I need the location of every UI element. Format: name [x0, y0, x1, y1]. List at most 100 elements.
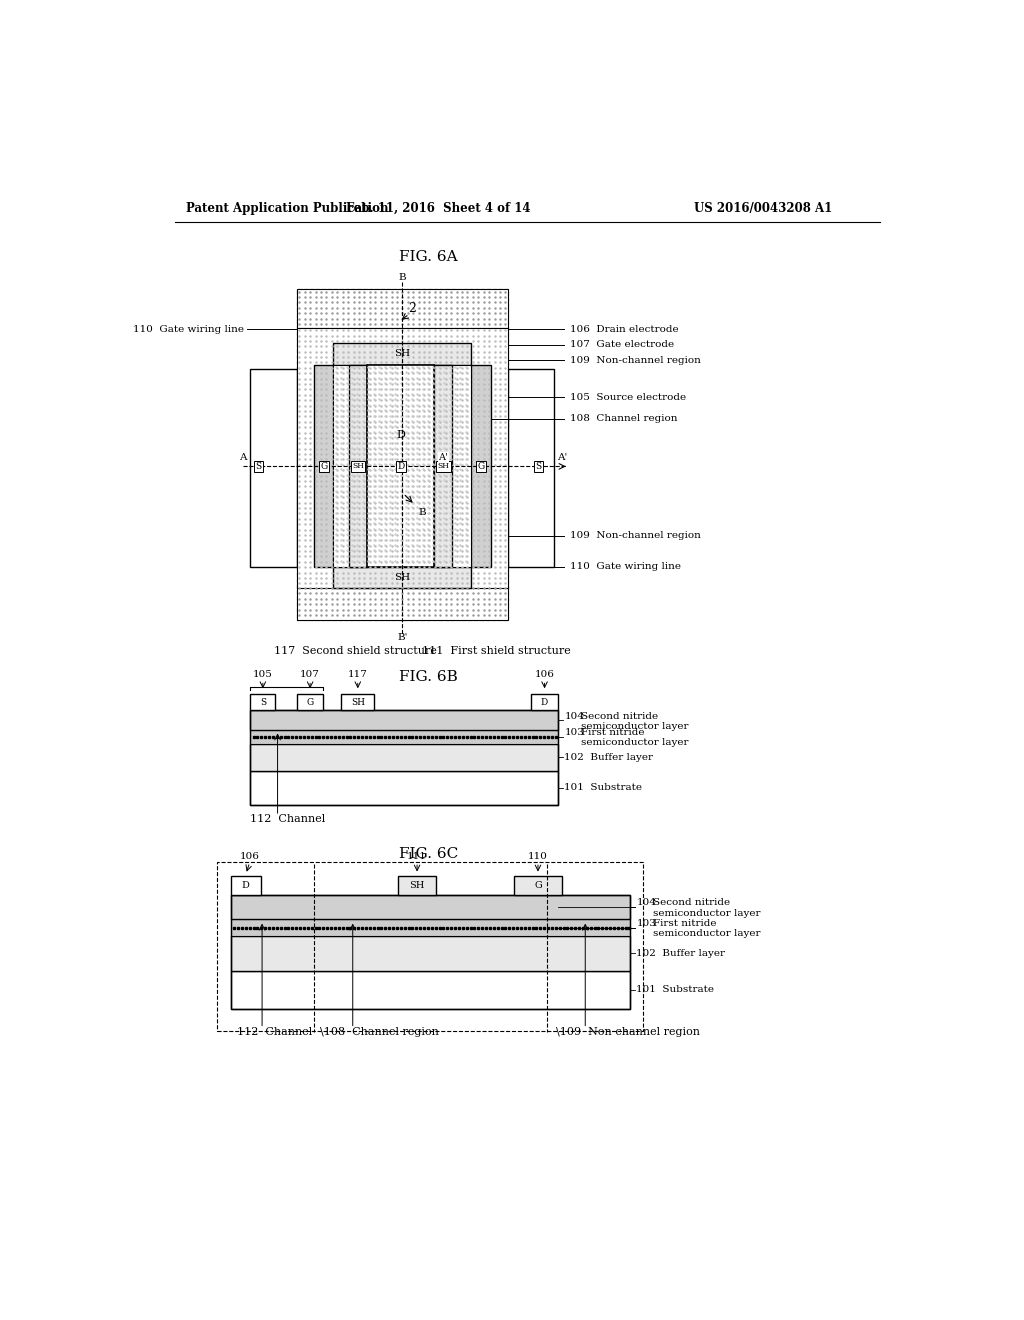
Bar [217, 862, 643, 1031]
Text: Feb. 11, 2016  Sheet 4 of 14: Feb. 11, 2016 Sheet 4 of 14 [346, 202, 530, 215]
Text: 106  Drain electrode: 106 Drain electrode [569, 325, 678, 334]
Text: 111  First shield structure: 111 First shield structure [423, 647, 571, 656]
Bar [349, 364, 367, 566]
Text: \108  Channel region: \108 Channel region [321, 1027, 439, 1038]
Text: 117  Second shield structure: 117 Second shield structure [273, 647, 436, 656]
Bar [231, 876, 260, 895]
Text: 106: 106 [240, 853, 260, 861]
Text: G: G [321, 462, 328, 471]
Text: 109  Non-channel region: 109 Non-channel region [569, 531, 700, 540]
Text: S: S [536, 462, 542, 471]
Text: 109  Non-channel region: 109 Non-channel region [569, 355, 700, 364]
Bar [367, 364, 434, 566]
Text: SH: SH [437, 462, 450, 470]
Bar [231, 876, 260, 895]
Text: G: G [306, 697, 313, 706]
Text: 112  Channel: 112 Channel [251, 814, 326, 824]
Text: semiconductor layer: semiconductor layer [653, 929, 761, 939]
Bar [334, 343, 471, 364]
Text: 101  Substrate: 101 Substrate [636, 986, 715, 994]
Bar [471, 364, 490, 566]
Bar [231, 895, 630, 1010]
Bar [514, 876, 562, 895]
Bar [297, 693, 324, 710]
Bar [367, 364, 434, 566]
Text: A: A [239, 453, 247, 462]
Text: B: B [419, 508, 426, 517]
Text: S: S [260, 697, 266, 706]
Text: 104: 104 [636, 899, 656, 907]
Bar [314, 364, 334, 566]
Bar [397, 876, 436, 895]
Bar [297, 289, 508, 620]
Text: semiconductor layer: semiconductor layer [582, 722, 689, 731]
Text: SH: SH [352, 462, 365, 470]
Bar [334, 566, 471, 589]
Text: D: D [397, 462, 404, 471]
Text: 117: 117 [348, 669, 368, 678]
Text: 107: 107 [300, 669, 321, 678]
Bar [231, 936, 630, 970]
Bar [251, 743, 558, 771]
Text: SH: SH [410, 880, 425, 890]
Bar [531, 693, 558, 710]
Bar [231, 936, 630, 970]
Bar [231, 895, 630, 919]
Text: 102  Buffer layer: 102 Buffer layer [636, 949, 725, 958]
Bar [251, 693, 275, 710]
Text: 105: 105 [253, 669, 272, 678]
Bar [349, 364, 367, 566]
Text: D: D [396, 430, 404, 440]
Text: SH: SH [394, 350, 411, 359]
Bar [531, 693, 558, 710]
Bar [297, 586, 508, 620]
Text: 101  Substrate: 101 Substrate [564, 783, 642, 792]
Text: A': A' [557, 453, 567, 462]
Text: 110: 110 [528, 853, 548, 861]
Bar [334, 343, 471, 364]
Text: 102  Buffer layer: 102 Buffer layer [564, 752, 653, 762]
Text: \109  Non-channel region: \109 Non-channel region [556, 1027, 699, 1038]
Text: Second nitride: Second nitride [653, 899, 730, 907]
Text: 103: 103 [564, 729, 585, 738]
Bar [251, 710, 558, 730]
Text: First nitride: First nitride [653, 919, 717, 928]
Text: A': A' [438, 453, 449, 462]
Text: US 2016/0043208 A1: US 2016/0043208 A1 [694, 202, 833, 215]
Bar [251, 710, 558, 730]
Text: 110  Gate wiring line: 110 Gate wiring line [569, 562, 681, 572]
Text: 2: 2 [408, 302, 416, 315]
Text: 110  Gate wiring line: 110 Gate wiring line [133, 325, 245, 334]
Text: 111: 111 [408, 853, 427, 861]
Bar [251, 771, 558, 805]
Text: semiconductor layer: semiconductor layer [653, 908, 761, 917]
Bar [508, 368, 554, 566]
Bar [231, 970, 630, 1010]
Bar [251, 710, 558, 805]
Text: 105  Source electrode: 105 Source electrode [569, 392, 686, 401]
Text: First nitride: First nitride [582, 729, 645, 738]
Text: D: D [541, 697, 548, 706]
Text: SH: SH [394, 573, 411, 582]
Bar [251, 771, 558, 805]
Bar [471, 364, 490, 566]
Bar [297, 289, 508, 327]
Bar [251, 368, 297, 566]
Text: B: B [398, 273, 407, 282]
Text: 104: 104 [564, 711, 585, 721]
Text: G: G [535, 880, 542, 890]
Text: B': B' [397, 632, 408, 642]
Text: Second nitride: Second nitride [582, 711, 658, 721]
Bar [397, 876, 436, 895]
Bar [334, 566, 471, 589]
Bar [314, 364, 334, 566]
Bar [341, 693, 375, 710]
Text: semiconductor layer: semiconductor layer [582, 738, 689, 747]
Bar [297, 693, 324, 710]
Bar [297, 327, 508, 589]
Text: 106: 106 [535, 669, 555, 678]
Text: S: S [255, 462, 261, 471]
Text: 107  Gate electrode: 107 Gate electrode [569, 341, 674, 350]
Text: G: G [477, 462, 484, 471]
Bar [334, 364, 471, 566]
